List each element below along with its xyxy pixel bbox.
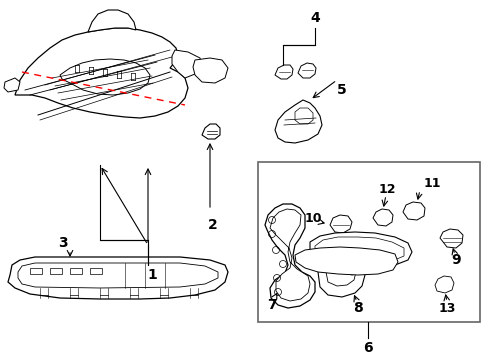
Polygon shape [439, 229, 462, 248]
Text: 1: 1 [147, 268, 157, 282]
Text: 12: 12 [378, 183, 395, 195]
Polygon shape [372, 209, 392, 226]
Text: 11: 11 [423, 176, 440, 189]
Polygon shape [88, 10, 136, 32]
Polygon shape [70, 268, 82, 274]
Polygon shape [297, 63, 315, 78]
Polygon shape [8, 257, 227, 299]
Polygon shape [309, 232, 411, 268]
Polygon shape [50, 268, 62, 274]
Text: 13: 13 [437, 302, 455, 315]
Polygon shape [202, 124, 220, 139]
Polygon shape [329, 215, 351, 233]
Polygon shape [193, 58, 227, 83]
Polygon shape [269, 209, 309, 301]
Text: 10: 10 [304, 212, 321, 225]
Polygon shape [90, 268, 102, 274]
Polygon shape [317, 254, 364, 297]
Polygon shape [4, 78, 20, 92]
Polygon shape [15, 28, 187, 118]
Polygon shape [60, 59, 150, 95]
Polygon shape [314, 237, 403, 264]
Polygon shape [294, 247, 397, 275]
Polygon shape [18, 263, 218, 288]
Text: 5: 5 [336, 83, 346, 97]
Text: 3: 3 [58, 236, 68, 250]
Polygon shape [294, 108, 312, 124]
Text: 4: 4 [309, 11, 319, 25]
Polygon shape [30, 268, 42, 274]
Polygon shape [274, 100, 321, 143]
Text: 6: 6 [363, 341, 372, 355]
Polygon shape [434, 276, 453, 293]
Polygon shape [325, 261, 355, 286]
Polygon shape [402, 202, 424, 220]
Polygon shape [274, 65, 292, 79]
Polygon shape [264, 204, 314, 308]
Text: 8: 8 [352, 301, 362, 315]
Text: 9: 9 [450, 253, 460, 267]
Bar [258, 162, 479, 322]
Text: 7: 7 [266, 298, 276, 312]
Polygon shape [172, 50, 202, 78]
Text: 2: 2 [208, 218, 218, 232]
